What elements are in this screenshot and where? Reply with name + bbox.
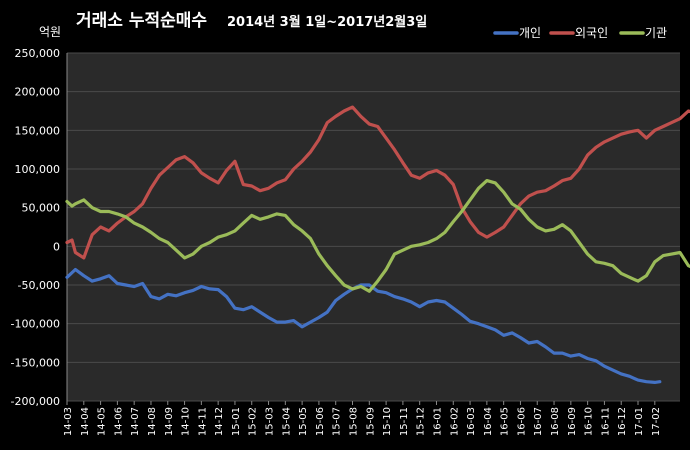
unit-label: 억원 <box>39 25 61 39</box>
legend-label: 기관 <box>645 26 667 40</box>
legend-label: 외국인 <box>575 26 608 40</box>
legend: 개인 외국인 기관 <box>493 26 667 40</box>
legend-label: 개인 <box>519 26 541 40</box>
x-axis: 14-03 14-04 14-05 14-06 14-07 14-08 14-09 14-10… <box>63 53 662 436</box>
x-tick-label: 15-09 <box>365 407 376 436</box>
x-tick-label: 15-11 <box>399 407 410 436</box>
x-tick-label: 14-12 <box>214 407 225 436</box>
x-tick-label: 15-08 <box>349 407 360 436</box>
x-tick-label: 16-04 <box>483 407 494 436</box>
x-tick-label: 16-05 <box>500 407 511 436</box>
y-tick-label: -100,000 <box>11 318 60 331</box>
series-line <box>65 105 690 260</box>
x-tick-label: 16-09 <box>567 407 578 436</box>
x-tick-label: 15-05 <box>298 407 309 436</box>
x-tick-label: 15-07 <box>332 407 343 436</box>
x-tick-label: 16-03 <box>466 407 477 436</box>
series-line <box>65 179 690 293</box>
x-tick-label: 16-02 <box>449 407 460 436</box>
x-tick-label: 16-06 <box>516 407 527 436</box>
x-tick-label: 14-10 <box>181 407 192 436</box>
y-tick-label: 250,000 <box>15 47 61 60</box>
gridlines <box>67 52 680 402</box>
y-tick-label: -150,000 <box>11 356 60 369</box>
chart-title: 거래소 누적순매수 <box>76 11 207 31</box>
x-tick-label: 14-04 <box>80 407 91 436</box>
y-tick-label: -50,000 <box>18 279 60 292</box>
x-tick-label: 14-06 <box>113 407 124 436</box>
x-tick-label: 15-04 <box>281 407 292 436</box>
series-line <box>65 267 662 384</box>
x-tick-label: 14-05 <box>97 407 108 436</box>
x-tick-label: 16-11 <box>600 407 611 436</box>
y-tick-label: 50,000 <box>22 202 61 215</box>
y-tick-label: 200,000 <box>15 86 61 99</box>
x-tick-label: 16-10 <box>584 407 595 436</box>
x-tick-label: 14-07 <box>130 407 141 436</box>
y-tick-label: -200,000 <box>11 395 60 408</box>
x-tick-label: 14-03 <box>63 407 74 436</box>
y-axis: 250,000 200,000 150,000 100,000 50,000 0 -50,0… <box>11 47 60 408</box>
x-tick-label: 16-01 <box>432 407 443 436</box>
series-lines <box>65 105 690 384</box>
x-tick-label: 17-01 <box>634 407 645 436</box>
x-tick-label: 15-10 <box>382 407 393 436</box>
x-tick-label: 16-08 <box>550 407 561 436</box>
x-tick-label: 15-01 <box>231 407 242 436</box>
y-tick-label: 100,000 <box>15 163 61 176</box>
x-tick-label: 14-09 <box>164 407 175 436</box>
x-tick-label: 16-12 <box>617 407 628 436</box>
x-tick-label: 14-11 <box>197 407 208 436</box>
x-tick-label: 16-07 <box>533 407 544 436</box>
x-tick-label: 15-12 <box>416 407 427 436</box>
chart-subtitle: 2014년 3월 1일~2017년2월3일 <box>227 14 427 30</box>
x-tick-label: 15-06 <box>315 407 326 436</box>
x-tick-label: 14-08 <box>147 407 158 436</box>
x-tick-label: 15-03 <box>265 407 276 436</box>
x-tick-label: 17-02 <box>651 407 662 436</box>
x-tick-label: 15-02 <box>248 407 259 436</box>
plot-area <box>67 53 680 401</box>
y-tick-label: 150,000 <box>15 124 61 137</box>
y-tick-label: 0 <box>53 240 60 253</box>
